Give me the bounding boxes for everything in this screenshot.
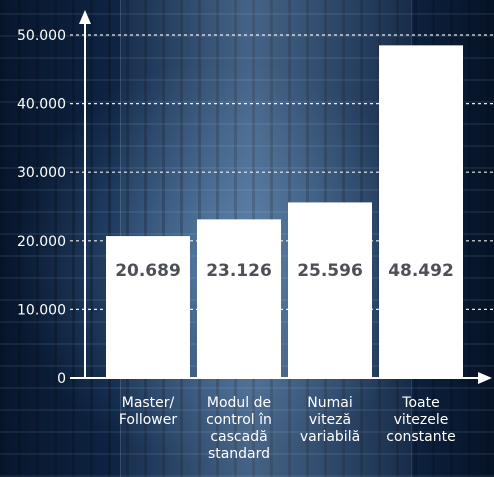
- category-label-line: Modul de: [207, 395, 271, 411]
- category-label-line: Follower: [119, 412, 178, 428]
- bar: [106, 236, 190, 378]
- category-label-line: vitezele: [394, 412, 449, 428]
- gridlines: [70, 34, 494, 310]
- category-label-line: standard: [208, 446, 270, 462]
- x-axis-arrow: [478, 372, 492, 384]
- category-label-line: control în: [206, 412, 272, 428]
- category-label: Modul de control în cascadă standard: [206, 395, 272, 462]
- category-label-line: constante: [386, 429, 455, 445]
- category-label-line: Master/: [122, 395, 175, 411]
- category-label-line: variabilă: [300, 429, 360, 445]
- category-label-line: Numai: [307, 395, 352, 411]
- bar-value-label: 25.596: [297, 261, 363, 281]
- category-label-line: cascadă: [210, 429, 267, 445]
- bar: [379, 45, 463, 378]
- y-tick-labels: 0 10.000 20.000 30.000 40.000 50.000: [17, 28, 66, 387]
- y-tick-label: 40.000: [17, 97, 66, 113]
- bar-value-label: 48.492: [388, 261, 454, 281]
- category-label: Master/Follower: [119, 395, 178, 428]
- bars: [106, 45, 463, 378]
- y-tick-label: 30.000: [17, 165, 66, 181]
- axes: [70, 10, 492, 384]
- category-label: Numai viteză variabilă: [300, 395, 360, 445]
- category-label: Toate vitezele constante: [386, 395, 455, 445]
- category-label-line: Toate: [401, 395, 439, 411]
- y-tick-label: 50.000: [17, 28, 66, 44]
- bar: [197, 219, 281, 378]
- y-tick-label: 0: [57, 371, 66, 387]
- bar-value-label: 20.689: [115, 261, 181, 281]
- value-labels: 20.689 23.126 25.596 48.492: [115, 261, 454, 281]
- y-tick-label: 10.000: [17, 302, 66, 318]
- bar-value-label: 23.126: [206, 261, 272, 281]
- category-label-line: viteză: [309, 412, 351, 428]
- bar: [288, 202, 372, 378]
- category-labels: Master/Follower Modul de control în cascadă…: [119, 395, 456, 462]
- y-tick-label: 20.000: [17, 234, 66, 250]
- y-axis-arrow: [79, 10, 91, 24]
